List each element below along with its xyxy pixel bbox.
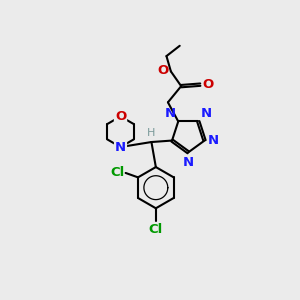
Text: N: N (115, 140, 126, 154)
Text: N: N (208, 134, 219, 147)
Text: Cl: Cl (149, 223, 163, 236)
Text: N: N (201, 107, 212, 120)
Text: N: N (183, 156, 194, 169)
Text: O: O (158, 64, 169, 77)
Text: H: H (147, 128, 156, 138)
Text: N: N (165, 107, 176, 120)
Text: Cl: Cl (110, 166, 124, 179)
Text: O: O (115, 110, 126, 123)
Text: O: O (202, 78, 214, 91)
